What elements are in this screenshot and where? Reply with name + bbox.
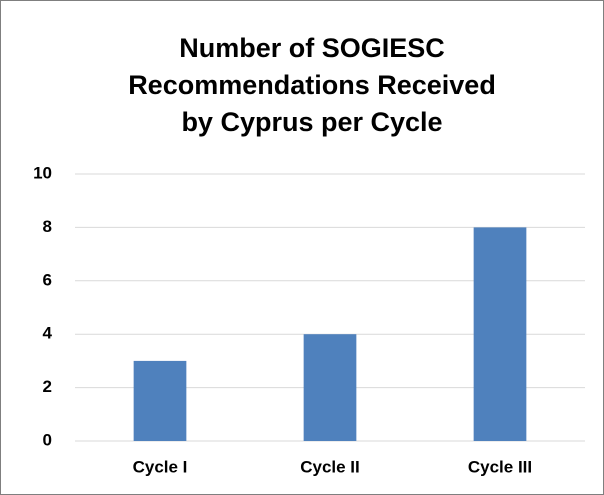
chart-title: Number of SOGIESC	[179, 33, 445, 63]
x-tick-label: Cycle III	[468, 457, 532, 476]
y-tick-label: 0	[43, 430, 52, 449]
y-tick-label: 4	[43, 324, 53, 343]
bar	[303, 334, 357, 441]
y-tick-label: 2	[43, 377, 52, 396]
bar	[133, 360, 187, 441]
chart-title: by Cyprus per Cycle	[181, 107, 442, 137]
y-tick-label: 8	[43, 217, 52, 236]
y-tick-label: 10	[33, 163, 52, 182]
bar	[473, 227, 527, 441]
chart-title: Recommendations Received	[128, 70, 496, 100]
x-tick-label: Cycle II	[300, 457, 360, 476]
y-tick-label: 6	[43, 270, 52, 289]
x-tick-label: Cycle I	[133, 457, 188, 476]
